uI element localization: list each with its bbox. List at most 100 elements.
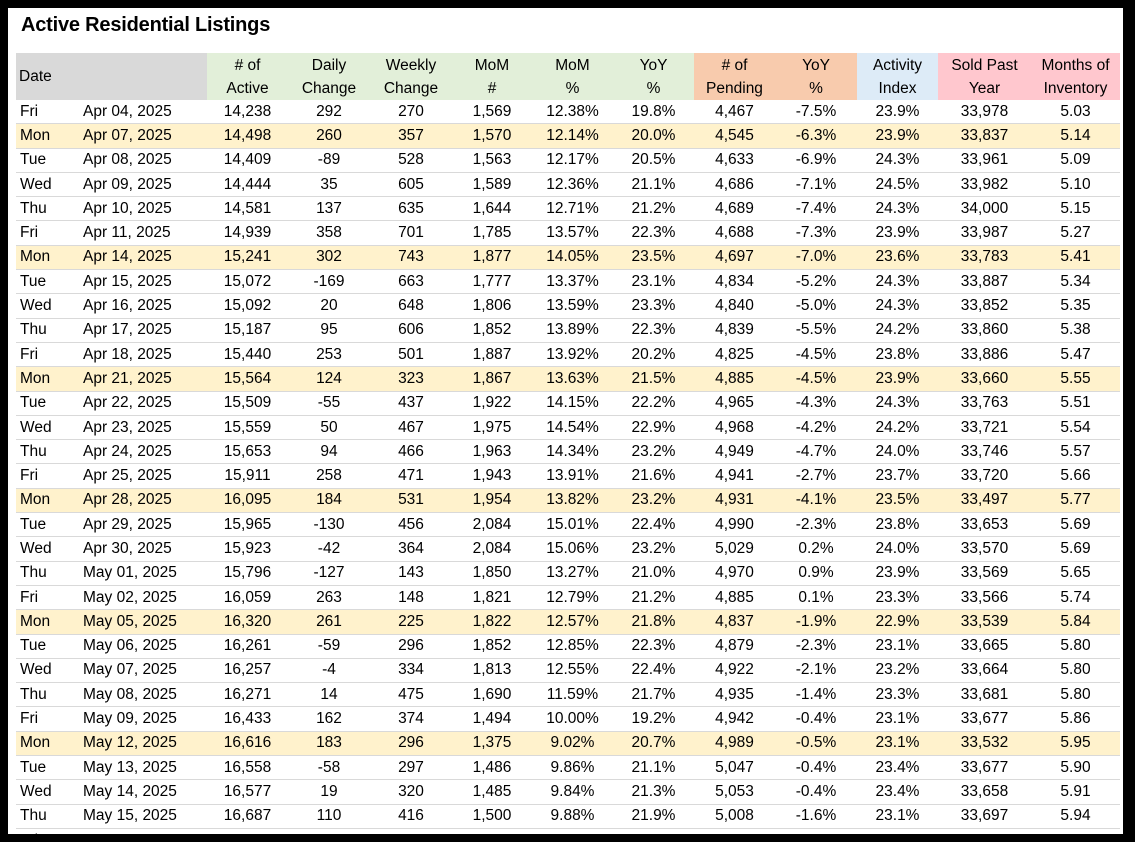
value-cell: 33,677: [938, 706, 1031, 732]
value-cell: 635: [370, 196, 452, 222]
value-cell: 15,923: [207, 536, 288, 562]
value-cell: 23.2%: [613, 536, 694, 562]
value-cell: 15,965: [207, 512, 288, 538]
value-cell: -127: [288, 561, 370, 586]
value-cell: 4,942: [694, 706, 775, 732]
column-header: Daily Change: [288, 53, 370, 100]
value-cell: 22.3%: [613, 220, 694, 246]
value-cell: -4.7%: [775, 439, 857, 465]
value-cell: 5.80: [1031, 634, 1120, 659]
value-cell: 33,763: [938, 391, 1031, 416]
table-row: Thu May 01, 2025 15,796 -127 143 1,850 13.27% 2…: [16, 561, 1120, 586]
value-cell: 13.37%: [532, 269, 613, 295]
value-cell: 4,970: [694, 561, 775, 586]
value-cell: 12.38%: [532, 100, 613, 125]
value-cell: 5,047: [694, 755, 775, 781]
value-cell: 13.63%: [532, 366, 613, 392]
table-row: Wed May 07, 2025 16,257 -4 334 1,813 12.55% 22.…: [16, 658, 1120, 684]
value-cell: -4.5%: [775, 366, 857, 392]
day-cell: Wed: [16, 415, 79, 441]
value-cell: 9.75%: [532, 828, 613, 834]
value-cell: 22.9%: [857, 609, 938, 635]
value-cell: -6.3%: [775, 123, 857, 149]
value-cell: 15,440: [207, 342, 288, 368]
value-cell: 701: [370, 220, 452, 246]
table-row: Wed Apr 16, 2025 15,092 20 648 1,806 13.59% 23.…: [16, 293, 1120, 319]
value-cell: 1,822: [452, 609, 532, 635]
value-cell: 16,433: [207, 706, 288, 732]
value-cell: 323: [370, 366, 452, 392]
value-cell: 23.8%: [857, 342, 938, 368]
value-cell: 1,975: [452, 415, 532, 441]
day-cell: Fri: [16, 585, 79, 611]
table-row: Thu May 15, 2025 16,687 110 416 1,500 9.88% 21.…: [16, 804, 1120, 829]
value-cell: 33,987: [938, 220, 1031, 246]
value-cell: 501: [370, 342, 452, 368]
value-cell: 23.2%: [613, 488, 694, 514]
value-cell: 1,852: [452, 318, 532, 343]
value-cell: 21.2%: [613, 585, 694, 611]
value-cell: 528: [370, 148, 452, 173]
value-cell: 23.9%: [857, 561, 938, 586]
value-cell: 1,500: [452, 804, 532, 829]
date-cell: May 02, 2025: [79, 585, 207, 611]
value-cell: 95: [288, 318, 370, 343]
value-cell: 296: [370, 731, 452, 757]
value-cell: 33,665: [938, 634, 1031, 659]
value-cell: -4.1%: [775, 488, 857, 514]
value-cell: 12.71%: [532, 196, 613, 222]
date-cell: Apr 07, 2025: [79, 123, 207, 149]
value-cell: 21.5%: [613, 366, 694, 392]
table-row: Thu May 08, 2025 16,271 14 475 1,690 11.59% 21.…: [16, 682, 1120, 708]
table-row: Wed Apr 30, 2025 15,923 -42 364 2,084 15.06% 23…: [16, 536, 1120, 562]
value-cell: 13.27%: [532, 561, 613, 586]
day-cell: Wed: [16, 172, 79, 198]
value-cell: 1,806: [452, 293, 532, 319]
value-cell: 467: [370, 415, 452, 441]
value-cell: 137: [288, 196, 370, 222]
value-cell: 24.3%: [857, 148, 938, 173]
day-cell: Mon: [16, 731, 79, 757]
value-cell: 5.86: [1031, 706, 1120, 732]
column-header-line2: %: [646, 79, 661, 97]
value-cell: 11.59%: [532, 682, 613, 708]
value-cell: 5.09: [1031, 148, 1120, 173]
value-cell: 21.2%: [613, 196, 694, 222]
date-cell: Apr 08, 2025: [79, 148, 207, 173]
value-cell: 20.5%: [613, 148, 694, 173]
column-header-line1: MoM: [555, 56, 590, 74]
value-cell: 183: [288, 731, 370, 757]
value-cell: -2.3%: [775, 634, 857, 659]
value-cell: 1,506: [452, 828, 532, 834]
value-cell: 258: [288, 463, 370, 489]
table-row: Tue Apr 15, 2025 15,072 -169 663 1,777 13.37% 2…: [16, 269, 1120, 295]
column-header-line1: YoY: [802, 56, 830, 74]
value-cell: 5,008: [694, 804, 775, 829]
value-cell: 33,886: [938, 342, 1031, 368]
value-cell: 4,949: [694, 439, 775, 465]
value-cell: 4,633: [694, 148, 775, 173]
value-cell: 5.35: [1031, 293, 1120, 319]
table-row: Thu Apr 17, 2025 15,187 95 606 1,852 13.89% 22.…: [16, 318, 1120, 343]
value-cell: 260: [288, 123, 370, 149]
value-cell: 23.5%: [857, 488, 938, 514]
table-row: Tue Apr 08, 2025 14,409 -89 528 1,563 12.17% 20…: [16, 148, 1120, 173]
value-cell: 23.2%: [613, 439, 694, 465]
value-cell: 9.86%: [532, 755, 613, 781]
column-header: MoM #: [452, 53, 532, 100]
column-header-line2: Change: [301, 79, 357, 97]
value-cell: 21.9%: [613, 804, 694, 829]
date-cell: Apr 11, 2025: [79, 220, 207, 246]
value-cell: 663: [370, 269, 452, 295]
value-cell: 1,494: [452, 706, 532, 732]
value-cell: 16,687: [207, 804, 288, 829]
value-cell: 5.47: [1031, 342, 1120, 368]
table-body: Fri Apr 04, 2025 14,238 292 270 1,569 12.38% 19…: [16, 100, 1120, 834]
value-cell: 1,813: [452, 658, 532, 684]
value-cell: 4,837: [694, 609, 775, 635]
value-cell: 19.8%: [613, 100, 694, 125]
day-cell: Mon: [16, 123, 79, 149]
value-cell: 19.2%: [613, 706, 694, 732]
value-cell: 124: [288, 366, 370, 392]
day-cell: Tue: [16, 755, 79, 781]
